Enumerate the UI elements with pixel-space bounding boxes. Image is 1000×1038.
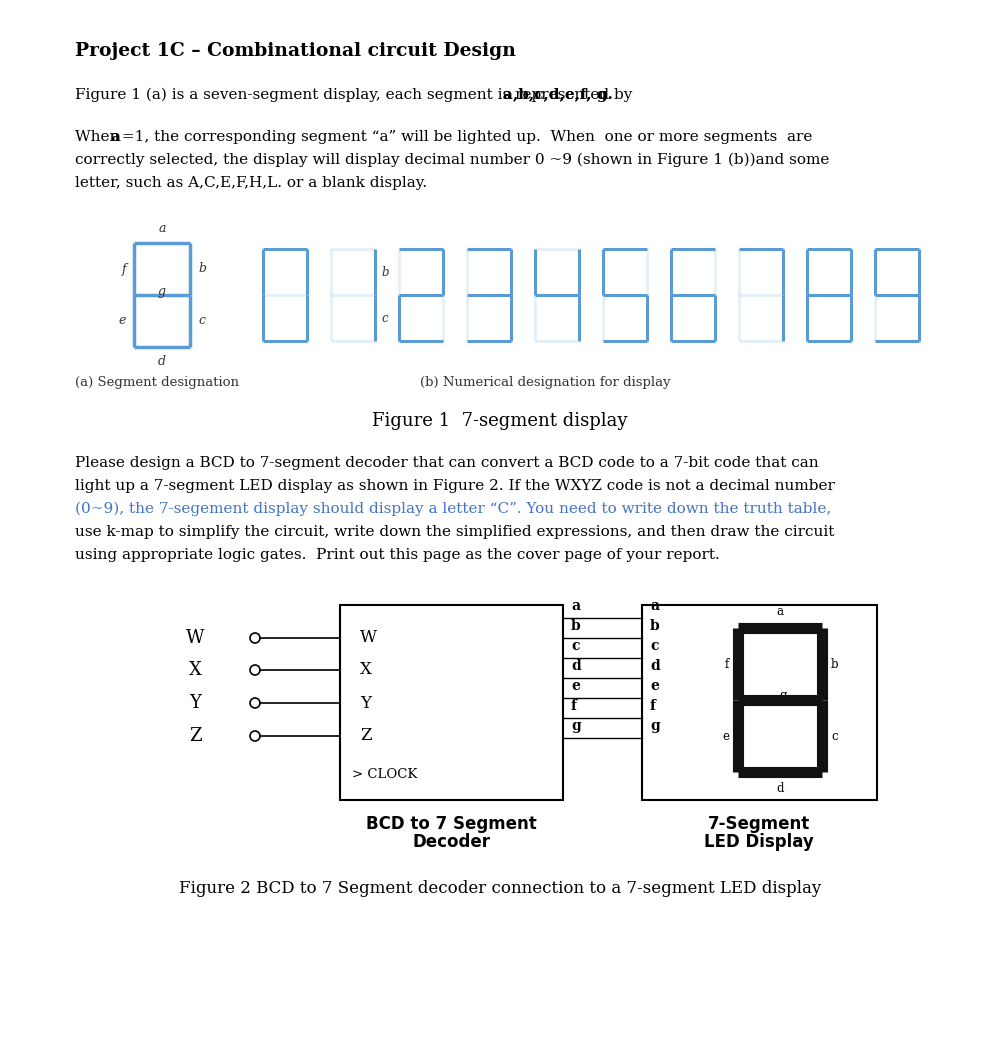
Text: a,b,c,d,e,f, g.: a,b,c,d,e,f, g. bbox=[503, 88, 613, 102]
Text: b: b bbox=[831, 657, 839, 671]
Text: d: d bbox=[776, 782, 784, 795]
Text: Figure 2 BCD to 7 Segment decoder connection to a 7-segment LED display: Figure 2 BCD to 7 Segment decoder connec… bbox=[179, 880, 821, 897]
Text: W: W bbox=[360, 629, 377, 647]
Text: letter, such as A,C,E,F,H,L. or a blank display.: letter, such as A,C,E,F,H,L. or a blank … bbox=[75, 176, 427, 190]
Text: Figure 1  7-segment display: Figure 1 7-segment display bbox=[372, 412, 628, 430]
Text: f: f bbox=[650, 699, 656, 713]
Text: W: W bbox=[186, 629, 204, 647]
Text: a: a bbox=[776, 605, 784, 618]
Bar bbox=[340, 605, 563, 800]
Text: a: a bbox=[650, 599, 659, 613]
Text: =1, the corresponding segment “a” will be lighted up.  When  one or more segment: =1, the corresponding segment “a” will b… bbox=[117, 130, 812, 144]
Text: light up a 7-segment LED display as shown in Figure 2. If the WXYZ code is not a: light up a 7-segment LED display as show… bbox=[75, 479, 835, 493]
Text: f: f bbox=[725, 657, 729, 671]
Text: 7-Segment: 7-Segment bbox=[708, 815, 810, 834]
Text: g: g bbox=[650, 719, 660, 733]
Text: c: c bbox=[650, 639, 658, 653]
Text: > CLOCK: > CLOCK bbox=[352, 768, 417, 782]
Text: e: e bbox=[722, 730, 729, 742]
Text: use k-map to simplify the circuit, write down the simplified expressions, and th: use k-map to simplify the circuit, write… bbox=[75, 525, 834, 539]
Text: X: X bbox=[360, 661, 372, 679]
Text: (0~9), the 7-segement display should display a letter “C”. You need to write dow: (0~9), the 7-segement display should dis… bbox=[75, 502, 831, 516]
Text: d: d bbox=[158, 355, 166, 368]
Text: g: g bbox=[158, 284, 166, 298]
Text: Project 1C – Combinational circuit Design: Project 1C – Combinational circuit Desig… bbox=[75, 42, 516, 60]
Text: LED Display: LED Display bbox=[704, 834, 814, 851]
Text: Please design a BCD to 7-segment decoder that can convert a BCD code to a 7-bit : Please design a BCD to 7-segment decoder… bbox=[75, 456, 819, 470]
Text: X: X bbox=[189, 661, 201, 679]
Text: (a) Segment designation: (a) Segment designation bbox=[75, 376, 239, 389]
Text: a: a bbox=[571, 599, 580, 613]
Bar bbox=[642, 605, 877, 800]
Text: correctly selected, the display will display decimal number 0 ~9 (shown in Figur: correctly selected, the display will dis… bbox=[75, 153, 829, 167]
Text: Figure 1 (a) is a seven-segment display, each segment is represented by: Figure 1 (a) is a seven-segment display,… bbox=[75, 88, 637, 103]
Text: b: b bbox=[382, 266, 390, 278]
Text: d: d bbox=[571, 659, 581, 673]
Text: c: c bbox=[831, 730, 838, 742]
Text: e: e bbox=[119, 315, 126, 328]
Text: Y: Y bbox=[360, 694, 371, 711]
Text: a: a bbox=[111, 130, 121, 144]
Text: When: When bbox=[75, 130, 129, 144]
Text: Decoder: Decoder bbox=[412, 834, 490, 851]
Text: b: b bbox=[198, 263, 206, 275]
Text: BCD to 7 Segment: BCD to 7 Segment bbox=[366, 815, 536, 834]
Text: b: b bbox=[571, 619, 581, 633]
Text: e: e bbox=[650, 679, 659, 693]
Text: a: a bbox=[158, 222, 166, 235]
Text: c: c bbox=[198, 315, 205, 328]
Text: g: g bbox=[779, 688, 787, 702]
Text: using appropriate logic gates.  Print out this page as the cover page of your re: using appropriate logic gates. Print out… bbox=[75, 548, 720, 562]
Text: f: f bbox=[121, 263, 126, 275]
Text: f: f bbox=[571, 699, 577, 713]
Text: Z: Z bbox=[189, 727, 201, 745]
Text: c: c bbox=[382, 311, 389, 325]
Text: d: d bbox=[650, 659, 660, 673]
Text: g: g bbox=[571, 719, 581, 733]
Text: b: b bbox=[650, 619, 660, 633]
Text: Z: Z bbox=[360, 728, 372, 744]
Text: Y: Y bbox=[189, 694, 201, 712]
Text: c: c bbox=[571, 639, 580, 653]
Text: e: e bbox=[571, 679, 580, 693]
Text: (b) Numerical designation for display: (b) Numerical designation for display bbox=[420, 376, 671, 389]
